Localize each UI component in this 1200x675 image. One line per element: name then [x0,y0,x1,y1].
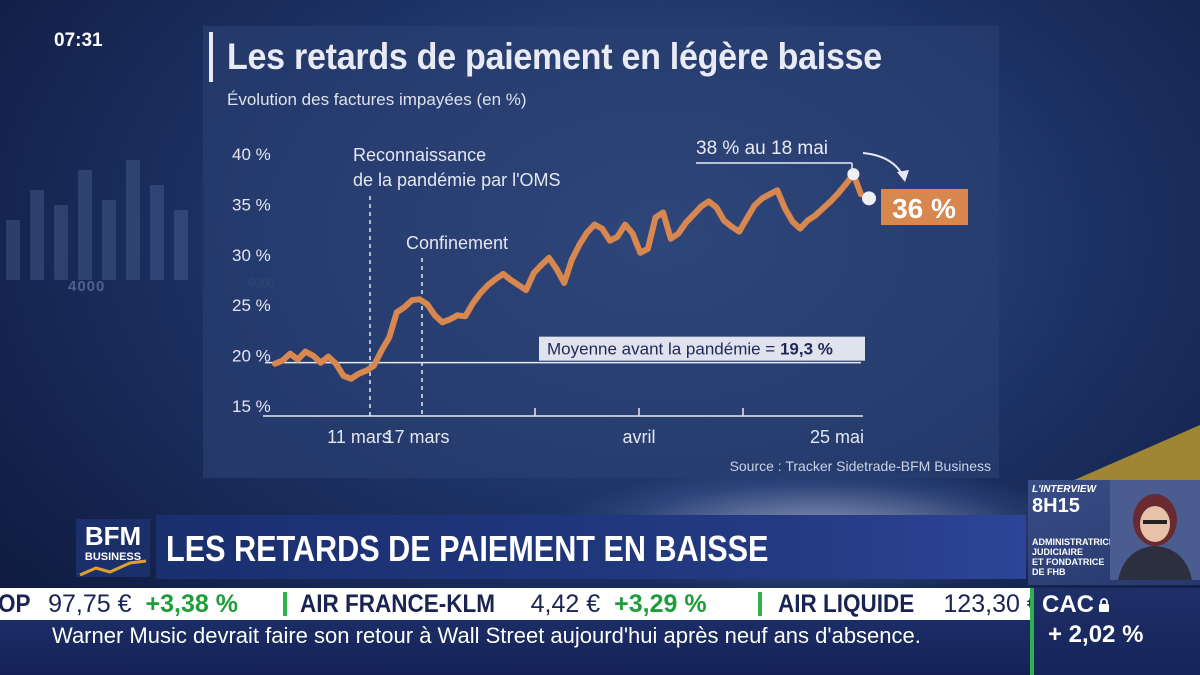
svg-text:BUSINESS: BUSINESS [85,551,141,563]
ticker-separator [283,592,287,616]
stock-item: AIR FRANCE-KLM 4,42 € +3,29 % [300,590,707,618]
lockdown-annotation: Confinement [406,233,508,253]
news-text: Warner Music devrait faire son retour à … [52,623,921,648]
background-bar-graphic [6,160,188,280]
stock-ticker: OP 97,75 € +3,38 % AIR FRANCE-KLM 4,42 €… [0,588,1030,620]
arrow-head-icon [897,170,909,182]
x-tick-label: avril [622,427,655,447]
cac-label: CAC [1042,591,1094,618]
average-label: Moyenne avant la pandémie = 19,3 % [547,340,833,359]
guest-portrait [1110,480,1200,580]
cac-index-box: CAC + 2,02 % [1030,588,1200,675]
y-tick-label: 30 % [232,246,271,265]
y-tick-label: 35 % [232,195,271,214]
interview-inset: L'INTERVIEW 8H15 ADMINISTRATRICE JUDICIA… [1028,480,1200,585]
last-value-label: 36 % [892,193,956,224]
last-point [862,191,876,206]
stock-item: AIR LIQUIDE 123,30 € [778,590,1030,618]
stock-item: OP 97,75 € +3,38 % [0,590,238,618]
bfm-business-logo: BFM BUSINESS [76,519,150,577]
chart-panel: Les retards de paiement en légère baisse… [203,26,999,478]
peak-point [847,168,860,181]
peak-annotation: 38 % au 18 mai [696,138,828,159]
interview-time: 8H15 [1032,495,1080,517]
chart-source: Source : Tracker Sidetrade-BFM Business [729,458,991,474]
y-tick-label: 40 % [232,145,271,164]
chart-subtitle: Évolution des factures impayées (en %) [227,90,527,109]
x-tick-label: 25 mai [810,427,864,447]
series-line [272,171,864,382]
ticker-separator [758,592,762,616]
chart-title: Les retards de paiement en légère baisse [227,36,882,77]
interview-label: L'INTERVIEW [1032,484,1097,495]
interview-role: ADMINISTRATRICE JUDICIAIRE ET FONDATRICE… [1032,537,1115,577]
cac-value: + 2,02 % [1048,621,1144,648]
news-crawl: Warner Music devrait faire son retour à … [0,620,1030,675]
svg-text:BFM: BFM [85,521,141,551]
y-tick-label: 25 % [232,296,271,315]
last-value-badge [881,189,968,225]
who-annotation-line2: de la pandémie par l'OMS [353,170,561,190]
title-accent-bar [209,32,213,82]
average-label-box [539,336,865,361]
x-tick-label: 17 mars [384,427,449,447]
headline-text: LES RETARDS DE PAIEMENT EN BAISSE [166,528,769,569]
y-tick-label: 20 % [232,347,271,366]
lock-icon [1099,598,1109,612]
x-tick-label: 11 mars [327,427,391,447]
background-number: 4000 [68,278,106,295]
clock: 07:31 [54,30,103,51]
y-tick-label: 15 % [232,397,271,416]
headline-bar: LES RETARDS DE PAIEMENT EN BAISSE [156,515,1026,579]
who-annotation-line1: Reconnaissance [353,145,486,165]
arrow-icon [862,152,904,177]
